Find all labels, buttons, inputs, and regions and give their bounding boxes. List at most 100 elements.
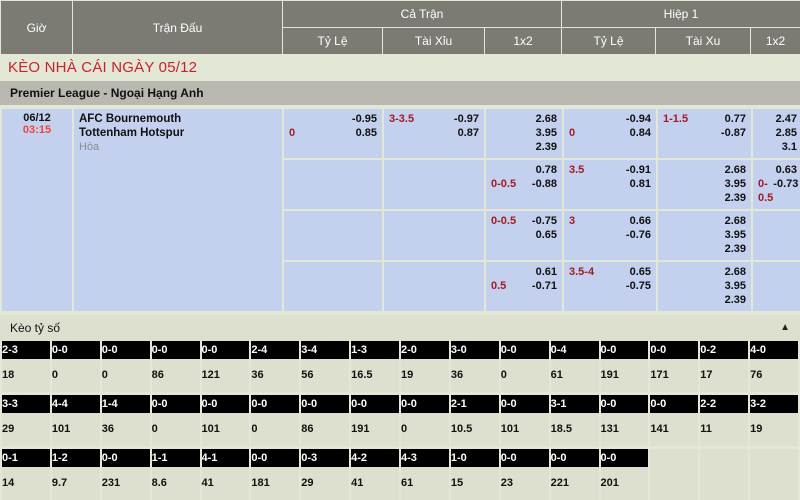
odds-cell-fulltime-1x2[interactable]: 2.68 3.95 2.39 [658,160,751,209]
odds-cell-fulltime-handicap[interactable]: 0.78 0-0.5 -0.88 [486,160,562,209]
score-label[interactable]: 3-1 [550,395,599,413]
score-odds-value[interactable]: 19 [401,359,449,392]
score-odds-value[interactable]: 131 [600,413,649,446]
odds-cell-fulltime-1x2[interactable]: 2.68 3.95 2.39 [486,109,562,158]
header-match[interactable]: Trận Đấu [72,0,283,55]
score-label[interactable]: 3-4 [301,341,350,359]
header-half-1x2[interactable]: 1x2 [749,27,800,55]
score-odds-value[interactable]: 121 [201,359,250,392]
score-odds-value[interactable]: 141 [650,413,699,446]
score-label[interactable]: 0-0 [301,395,350,413]
score-label[interactable]: 3-3 [2,395,50,413]
score-label[interactable]: 1-4 [101,395,150,413]
score-odds-section-header[interactable]: Kèo tỷ số ▲ [0,313,800,341]
score-odds-value[interactable]: 0 [251,413,300,446]
score-label[interactable]: 0-0 [401,395,449,413]
score-odds-value[interactable]: 191 [600,359,649,392]
score-odds-value[interactable]: 86 [151,359,200,392]
odds-cell-halftime-1x2[interactable]: 2.47 2.85 3.1 [753,109,800,158]
odds-cell-halftime-handicap[interactable]: -0.94 0 0.84 [564,109,656,158]
score-label[interactable]: 0-0 [251,395,300,413]
odds-cell-fulltime-handicap[interactable]: -0.95 0 0.85 [284,109,382,158]
score-odds-value[interactable]: 15 [450,467,499,500]
score-label[interactable]: 2-4 [251,341,300,359]
header-half-overunder[interactable]: Tài Xu [655,27,751,55]
score-label[interactable]: 3-2 [750,395,798,413]
odds-cell-fulltime-1x2[interactable]: 2.68 3.95 2.39 [658,211,751,260]
score-odds-value[interactable]: 101 [500,413,549,446]
score-odds-value[interactable]: 101 [51,413,100,446]
score-label[interactable]: 1-0 [450,449,499,467]
score-odds-value[interactable]: 29 [2,413,50,446]
score-label[interactable]: 4-1 [201,449,250,467]
score-odds-value[interactable]: 56 [301,359,350,392]
score-odds-value[interactable]: 101 [201,413,250,446]
odds-cell-halftime-handicap[interactable] [753,262,800,311]
score-odds-value[interactable]: 8.6 [151,467,200,500]
odds-cell-halftime-handicap[interactable] [753,211,800,260]
score-odds-value[interactable]: 10.5 [450,413,499,446]
score-odds-value[interactable]: 171 [650,359,699,392]
score-odds-value[interactable]: 61 [550,359,599,392]
score-label[interactable]: 0-3 [301,449,350,467]
score-label[interactable]: 2-0 [401,341,449,359]
score-label[interactable]: 2-1 [450,395,499,413]
odds-cell-fulltime-overunder[interactable]: 3.5-4 0.65 -0.75 [564,262,656,311]
header-time[interactable]: Giờ [0,0,73,55]
score-label[interactable]: 0-0 [650,341,699,359]
score-odds-value[interactable]: 17 [700,359,749,392]
score-label[interactable]: 0-0 [600,341,649,359]
league-header[interactable]: Premier League - Ngoại Hạng Anh [0,81,800,107]
score-label[interactable]: 4-0 [750,341,798,359]
match-teams[interactable]: AFC Bournemouth Tottenham Hotspur Hòa [74,109,282,311]
score-odds-value[interactable]: 18 [2,359,50,392]
score-odds-value[interactable]: 0 [101,359,150,392]
score-label[interactable]: 0-0 [151,341,200,359]
score-odds-value[interactable]: 23 [500,467,549,500]
score-label[interactable]: 0-0 [650,395,699,413]
header-full-overunder[interactable]: Tài Xỉu [382,27,485,55]
score-odds-value[interactable]: 14 [2,467,50,500]
score-label[interactable]: 0-0 [101,449,150,467]
score-label[interactable]: 0-0 [201,395,250,413]
score-odds-value[interactable]: 0 [401,413,449,446]
score-label[interactable]: 0-0 [351,395,399,413]
score-odds-value[interactable]: 36 [450,359,499,392]
score-label[interactable]: 0-0 [201,341,250,359]
score-label[interactable]: 1-1 [151,449,200,467]
score-odds-value[interactable]: 221 [550,467,599,500]
score-label[interactable]: 4-4 [51,395,100,413]
odds-cell-fulltime-overunder[interactable]: 3 0.66 -0.76 [564,211,656,260]
score-label[interactable]: 1-3 [351,341,399,359]
score-odds-value[interactable]: 29 [301,467,350,500]
caret-up-icon[interactable]: ▲ [780,322,790,333]
score-odds-value[interactable]: 41 [201,467,250,500]
header-half-handicap[interactable]: Tỷ Lệ [561,27,656,55]
odds-cell-fulltime-overunder[interactable]: 3-3.5 -0.97 0.87 [384,109,484,158]
score-label[interactable]: 4-2 [351,449,399,467]
score-odds-value[interactable]: 36 [251,359,300,392]
odds-cell-fulltime-handicap[interactable]: 0.61 0.5 -0.71 [486,262,562,311]
score-odds-value[interactable]: 0 [51,359,100,392]
score-odds-value[interactable]: 19 [750,413,798,446]
score-label[interactable]: 0-1 [2,449,50,467]
score-odds-value[interactable]: 61 [401,467,449,500]
score-label[interactable]: 0-0 [500,449,549,467]
score-odds-value[interactable]: 36 [101,413,150,446]
score-label[interactable]: 0-0 [251,449,300,467]
score-odds-value[interactable]: 0 [500,359,549,392]
score-odds-value[interactable]: 18.5 [550,413,599,446]
score-label[interactable]: 2-3 [2,341,50,359]
score-label[interactable]: 0-0 [51,341,100,359]
score-label[interactable]: 1-2 [51,449,100,467]
odds-cell-fulltime-handicap[interactable]: 0-0.5 -0.75 0.65 [486,211,562,260]
score-label[interactable]: 4-3 [401,449,449,467]
score-label[interactable]: 3-0 [450,341,499,359]
odds-cell-fulltime-overunder[interactable]: 3.5 -0.91 0.81 [564,160,656,209]
score-label[interactable]: 0-0 [600,449,649,467]
score-odds-value[interactable]: 201 [600,467,649,500]
score-odds-value[interactable]: 41 [351,467,399,500]
score-odds-value[interactable]: 86 [301,413,350,446]
score-odds-value[interactable]: 76 [750,359,798,392]
score-odds-value[interactable]: 191 [351,413,399,446]
